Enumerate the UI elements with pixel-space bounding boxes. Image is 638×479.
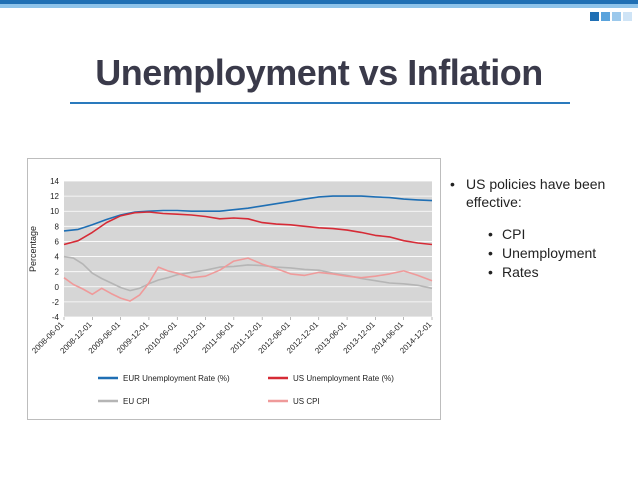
- top-accent-bar: [0, 0, 638, 4]
- bullet-list: • US policies have been effective: • CPI …: [450, 175, 630, 282]
- y-tick-label: 10: [50, 207, 59, 216]
- y-axis-label: Percentage: [28, 226, 38, 272]
- bullet-sub-text: Rates: [502, 264, 539, 280]
- y-tick-label: 0: [55, 283, 60, 292]
- y-tick-label: 4: [55, 253, 60, 262]
- bullet-dot: •: [450, 176, 455, 192]
- bullet-dot: •: [488, 245, 493, 261]
- y-tick-label: -4: [52, 313, 60, 322]
- bullet-main-text: US policies have been effective:: [466, 176, 606, 210]
- y-tick-label: 14: [50, 177, 59, 186]
- series-line-us-unemployment-rate: [63, 211, 433, 246]
- series-line-eu-cpi: [63, 255, 433, 292]
- y-tick-label: 6: [55, 237, 60, 246]
- bullet-sub: • Rates: [450, 263, 630, 282]
- bullet-sub: • CPI: [450, 225, 630, 244]
- bullet-sub-text: CPI: [502, 226, 526, 242]
- legend-label: EU CPI: [123, 397, 150, 406]
- y-tick-label: 2: [55, 268, 60, 277]
- bullet-sub: • Unemployment: [450, 244, 630, 263]
- bullet-dot: •: [488, 226, 493, 242]
- legend-label: US CPI: [293, 397, 320, 406]
- series-line-us-cpi: [63, 257, 433, 302]
- corner-square: [612, 12, 621, 21]
- y-tick-label: 12: [50, 192, 59, 201]
- corner-square: [623, 12, 632, 21]
- slide-title: Unemployment vs Inflation: [95, 52, 543, 93]
- chart-container: -4 -2 0 2 4 6 8 10 12 14 2008-06-01 2008-12-01 2009…: [27, 158, 441, 420]
- legend-label: EUR Unemployment Rate (%): [123, 374, 230, 383]
- bullet-main: • US policies have been effective:: [450, 175, 630, 211]
- y-tick-label: 8: [55, 222, 60, 231]
- corner-square: [590, 12, 599, 21]
- bullet-sub-text: Unemployment: [502, 245, 597, 261]
- plot-area: [64, 181, 432, 317]
- bullet-dot: •: [488, 264, 493, 280]
- title-underline: [70, 102, 570, 104]
- top-accent-stripe: [0, 4, 638, 8]
- y-tick-label: -2: [52, 298, 60, 307]
- legend-label: US Unemployment Rate (%): [293, 374, 394, 383]
- corner-square: [601, 12, 610, 21]
